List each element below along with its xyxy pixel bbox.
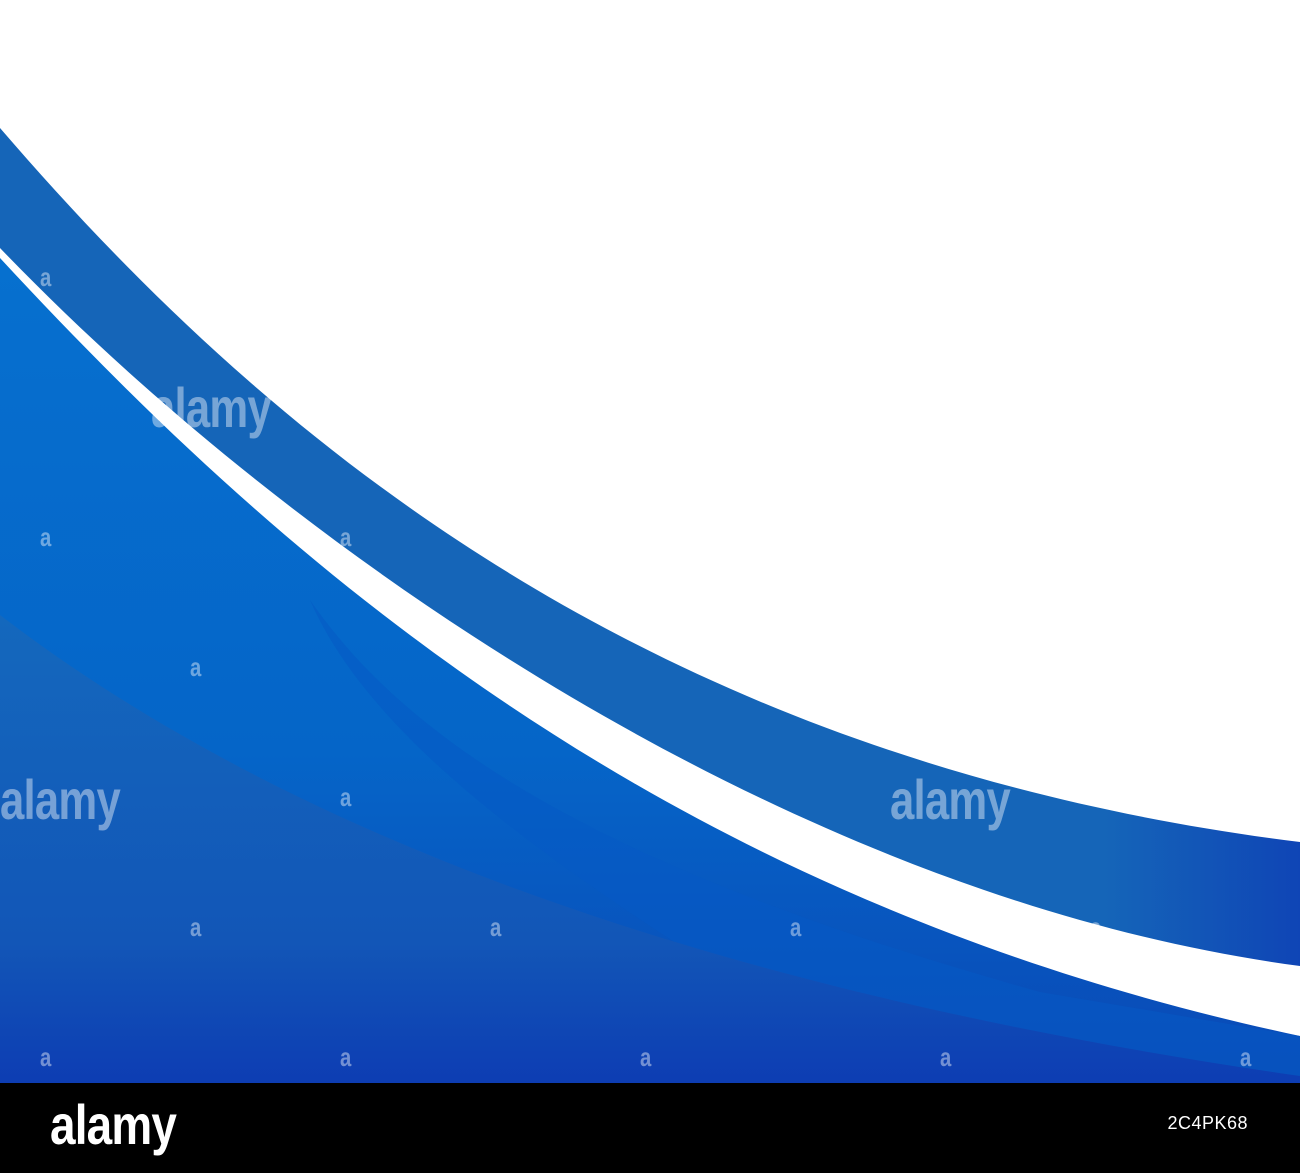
footer-bar: alamy 2C4PK68 [0,1083,1300,1173]
abstract-blue-wave-artwork [0,128,1300,1083]
lower-blue-wave [0,615,1300,1083]
image-id: 2C4PK68 [1167,1113,1248,1133]
upper-ribbon-band [0,128,1300,966]
alamy-logo: alamy [50,1093,177,1156]
